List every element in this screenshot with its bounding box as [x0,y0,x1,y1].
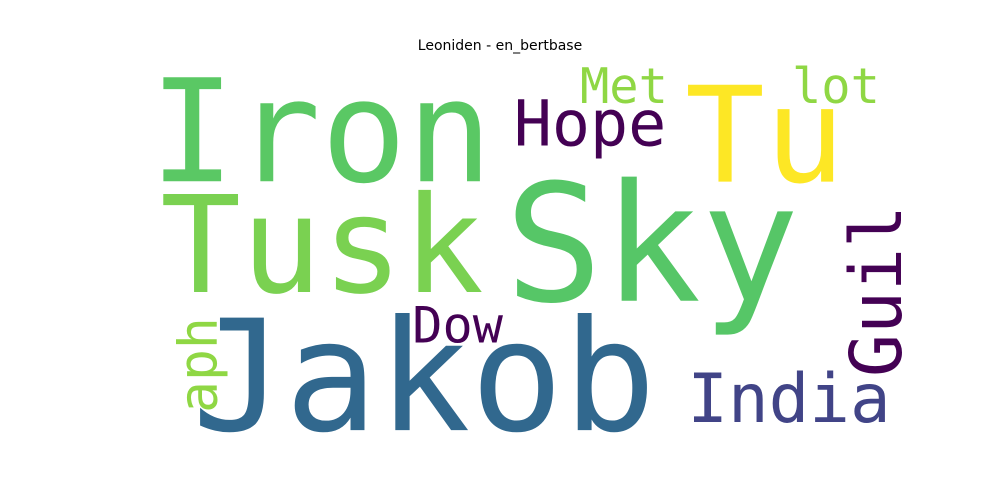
word-tusk: Tusk [160,167,484,324]
word-aph: aph [167,317,229,413]
word-dow: Dow [412,295,503,354]
word-sky: Sky [505,149,800,340]
word-guil: Guil [835,205,918,377]
word-india: India [687,359,890,438]
word-lot: lot [792,59,880,115]
word-tu: Tu [685,60,845,214]
word-iron: Iron [149,49,492,215]
word-hope: Hope [514,86,667,160]
word-met: Met [580,59,668,115]
word-jakob: Jakob [192,288,656,467]
chart-title: Leoniden - en_bertbase [417,38,583,54]
